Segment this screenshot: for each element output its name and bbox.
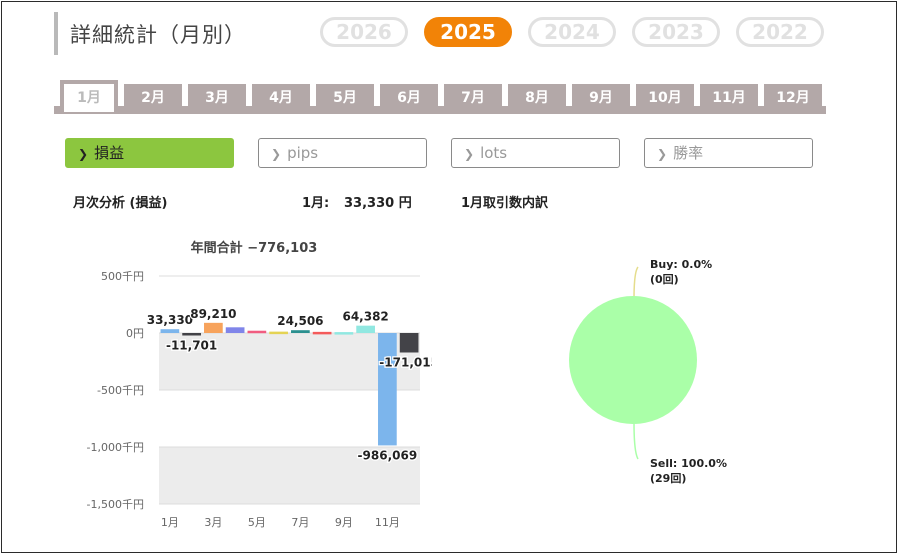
- buy-label: Buy: 0.0%: [650, 258, 712, 271]
- bar-month-12[interactable]: [399, 333, 419, 353]
- metric-button-winrate[interactable]: ❯ 勝率: [644, 138, 813, 168]
- bar-month-5[interactable]: [247, 330, 267, 334]
- bar-month-7[interactable]: [291, 330, 310, 333]
- month-tabs: 1月 2月 3月 4月 5月 6月 7月 8月 9月 10月 11月 12月: [54, 80, 826, 114]
- bar-month-11[interactable]: [378, 333, 397, 446]
- year-button-2023[interactable]: 2023: [632, 17, 720, 47]
- tab-month-6[interactable]: 6月: [380, 84, 438, 110]
- bar-month-6[interactable]: [269, 331, 288, 335]
- data-label: -171,015: [379, 355, 432, 369]
- x-axis: 1月 3月 5月 7月 9月 11月: [161, 516, 400, 529]
- x-tick-label: 11月: [375, 516, 400, 529]
- trade-breakdown-pie: Buy: 0.0% (0回) Sell: 100.0% (29回): [569, 258, 727, 485]
- metric-label: pips: [287, 144, 319, 162]
- data-label: -11,701: [166, 339, 217, 353]
- bar-month-10[interactable]: [356, 325, 375, 333]
- metric-button-pips[interactable]: ❯ pips: [258, 138, 427, 168]
- y-tick-label: -1,000千円: [87, 441, 144, 454]
- tab-month-10[interactable]: 10月: [636, 84, 694, 110]
- year-button-2022[interactable]: 2022: [736, 17, 824, 47]
- data-label: 33,330: [147, 313, 193, 327]
- y-tick-label: -500千円: [97, 384, 144, 397]
- plot-band: [159, 447, 420, 504]
- x-tick-label: 5月: [248, 516, 266, 529]
- y-axis: 500千円 0円 -500千円 -1,000千円 -1,500千円: [87, 270, 144, 511]
- metric-label: lots: [480, 144, 508, 162]
- title-bar: 詳細統計（月別）: [54, 12, 245, 55]
- metric-button-lots[interactable]: ❯ lots: [451, 138, 620, 168]
- data-label: -986,069: [358, 448, 418, 462]
- tab-month-12[interactable]: 12月: [764, 84, 822, 110]
- y-tick-label: -1,500千円: [87, 498, 144, 511]
- x-tick-label: 3月: [204, 516, 222, 529]
- year-button-2024[interactable]: 2024: [528, 17, 616, 47]
- sell-count: (29回): [650, 471, 686, 485]
- y-tick-label: 500千円: [101, 270, 144, 283]
- data-label: 64,382: [342, 310, 388, 324]
- x-tick-label: 7月: [291, 516, 309, 529]
- sell-connector: [633, 422, 639, 460]
- metric-button-profit[interactable]: ❯ 損益: [65, 138, 234, 168]
- page-title: 詳細統計（月別）: [70, 23, 246, 47]
- tab-month-5[interactable]: 5月: [316, 84, 374, 110]
- buy-count: (0回): [650, 272, 679, 286]
- bar-month-2[interactable]: [182, 333, 201, 336]
- tab-month-2[interactable]: 2月: [124, 84, 182, 110]
- bar-month-9[interactable]: [334, 332, 354, 335]
- y-tick-label: 0円: [126, 327, 144, 340]
- metric-label: 損益: [94, 144, 125, 162]
- bar-month-3[interactable]: [204, 322, 223, 333]
- bar-month-1[interactable]: [160, 329, 180, 333]
- sell-label: Sell: 100.0%: [650, 457, 727, 470]
- tab-month-3[interactable]: 3月: [188, 84, 246, 110]
- tab-month-8[interactable]: 8月: [508, 84, 566, 110]
- tab-month-4[interactable]: 4月: [252, 84, 310, 110]
- bar-month-8[interactable]: [312, 331, 332, 335]
- plot-background: [159, 333, 420, 504]
- gridlines: [159, 275, 420, 505]
- buy-connector: [633, 266, 639, 300]
- breakdown-heading: 1月取引数内訳: [461, 196, 549, 211]
- selected-month-value: 33,330 円: [344, 196, 412, 211]
- month-tabs-underline: [54, 106, 826, 114]
- selected-month-label: 1月:: [302, 196, 330, 211]
- year-button-2026[interactable]: 2026: [320, 17, 408, 47]
- tab-month-11[interactable]: 11月: [700, 84, 758, 110]
- bars: [160, 322, 419, 446]
- chevron-right-icon: ❯: [464, 147, 475, 161]
- plot-band: [159, 333, 420, 390]
- data-labels: 33,330 -11,701 89,210 24,506 64,382 -986,069 -…: [145, 306, 432, 464]
- annual-total: 年間合計 −776,103: [191, 240, 318, 256]
- pie-slice-sell[interactable]: [569, 296, 697, 424]
- tab-month-1[interactable]: 1月: [60, 80, 118, 112]
- x-tick-label: 9月: [335, 516, 353, 529]
- tab-month-7[interactable]: 7月: [444, 84, 502, 110]
- data-label: 24,506: [277, 314, 323, 328]
- x-tick-label: 1月: [161, 516, 179, 529]
- monthly-profit-chart: 500千円 0円 -500千円 -1,000千円 -1,500千円 33,330 -11,…: [87, 240, 432, 529]
- bar-month-4[interactable]: [225, 327, 245, 333]
- chevron-right-icon: ❯: [271, 147, 282, 161]
- metric-label: 勝率: [673, 144, 704, 162]
- chevron-right-icon: ❯: [657, 147, 668, 161]
- year-button-2025[interactable]: 2025: [424, 17, 512, 47]
- tab-month-9[interactable]: 9月: [572, 84, 630, 110]
- data-label: 89,210: [190, 307, 236, 321]
- chevron-right-icon: ❯: [78, 147, 89, 161]
- monthly-analysis-heading: 月次分析 (損益): [73, 196, 168, 211]
